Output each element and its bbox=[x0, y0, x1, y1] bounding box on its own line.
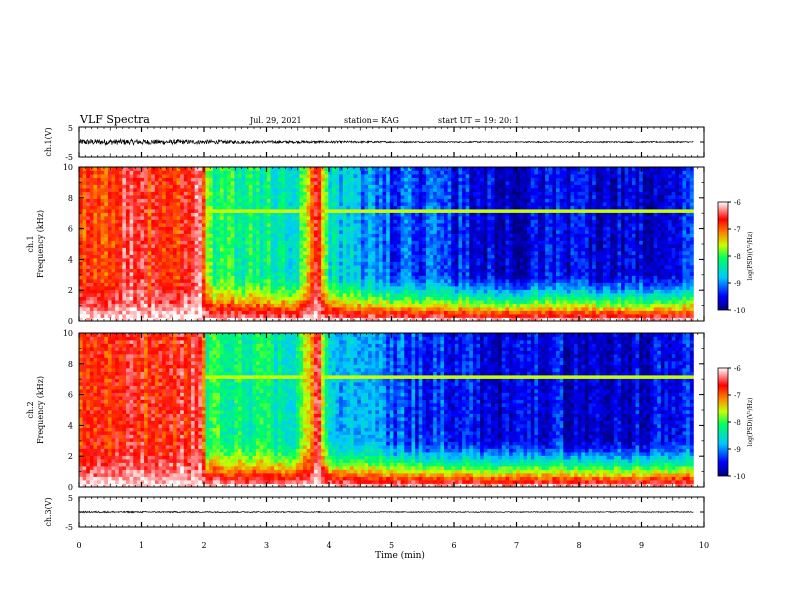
colorbar-tick-2: -8 bbox=[734, 419, 741, 427]
ch2-spectrogram-ytick-5: 10 bbox=[63, 329, 73, 338]
ch1-spectrogram-ytick-3: 6 bbox=[68, 225, 73, 234]
x-tick-0: 0 bbox=[76, 541, 81, 550]
colorbar-tick-4: -10 bbox=[734, 473, 745, 481]
colorbar-tick-1: -7 bbox=[734, 226, 741, 234]
x-tick-4: 4 bbox=[326, 541, 331, 550]
ch1-spectrogram-ytick-1: 2 bbox=[68, 286, 73, 295]
ch3-waveform-trace bbox=[78, 510, 694, 514]
ch1-spectrogram-ylabel: ch.1 bbox=[26, 235, 35, 252]
ch3-waveform-ytick-top: 5 bbox=[68, 494, 73, 503]
colorbar-label: log(PSD)(V²/Hz) bbox=[747, 232, 754, 281]
ch3-waveform-ylabel: ch.3(V) bbox=[44, 497, 53, 526]
colorbar-2: -6 -7 -8 -9 -10 log(PSD)(V²/Hz) bbox=[717, 365, 754, 481]
ch1-waveform-trace bbox=[78, 137, 694, 147]
x-tick-6: 6 bbox=[451, 541, 456, 550]
colorbar-1: -6 -7 -8 -9 -10 log(PSD)(V²/Hz) bbox=[717, 199, 754, 315]
ch1-spectrogram-panel: 0 2 4 6 8 10 ch.1 Frequency (kHz) bbox=[26, 163, 705, 326]
figure-title: VLF Spectra bbox=[79, 113, 150, 126]
colorbar-gradient bbox=[717, 367, 729, 477]
ch2-spectrogram-ylabel: ch.2 bbox=[26, 401, 35, 418]
x-tick-8: 8 bbox=[576, 541, 581, 550]
ch2-spectrogram-cells bbox=[79, 333, 694, 488]
ch2-spectrogram-ytick-4: 8 bbox=[68, 360, 73, 369]
ch1-waveform-ylabel: ch.1(V) bbox=[44, 127, 53, 156]
ch1-spectrogram-cells bbox=[79, 167, 694, 322]
x-tick-7: 7 bbox=[514, 541, 519, 550]
x-tick-10: 10 bbox=[699, 541, 709, 550]
ch1-waveform-ytick-bottom: -5 bbox=[65, 153, 73, 162]
ch1-waveform-ytick-top: 5 bbox=[68, 124, 73, 133]
ch2-spectrogram-ytick-3: 6 bbox=[68, 391, 73, 400]
ch1-waveform-panel: 5 -5 ch.1(V) bbox=[44, 124, 705, 162]
ch2-spectrogram-ytick-0: 0 bbox=[68, 483, 73, 492]
colorbar-tick-2: -8 bbox=[734, 253, 741, 261]
x-tick-3: 3 bbox=[264, 541, 269, 550]
colorbar-tick-3: -9 bbox=[734, 446, 741, 454]
start-time-label: start UT = 19: 20: 1 bbox=[438, 116, 519, 125]
ch3-waveform-panel: 5 -5 ch.3(V) bbox=[44, 494, 705, 532]
colorbar-gradient bbox=[717, 201, 729, 311]
ch3-waveform-ytick-bottom: -5 bbox=[65, 523, 73, 532]
ch2-spectrogram-panel: 0 2 4 6 8 10 ch.2 Frequency (kHz) bbox=[26, 329, 705, 492]
x-axis-label: Time (min) bbox=[375, 550, 425, 561]
ch2-spectrogram-ylabel2: Frequency (kHz) bbox=[36, 376, 45, 444]
ch1-spectrogram-ytick-2: 4 bbox=[68, 255, 73, 264]
x-tick-5: 5 bbox=[389, 541, 394, 550]
x-tick-1: 1 bbox=[139, 541, 144, 550]
station-label: station= KAG bbox=[344, 116, 399, 125]
ch1-spectrogram-ytick-0: 0 bbox=[68, 317, 73, 326]
time-axis: 0 1 2 3 4 5 6 7 8 9 10 bbox=[76, 541, 709, 550]
colorbar-tick-3: -9 bbox=[734, 280, 741, 288]
ch2-spectrogram-ytick-2: 4 bbox=[68, 421, 73, 430]
x-tick-9: 9 bbox=[639, 541, 644, 550]
colorbar-tick-1: -7 bbox=[734, 392, 741, 400]
colorbar-tick-4: -10 bbox=[734, 307, 745, 315]
colorbar-tick-0: -6 bbox=[734, 199, 741, 207]
date-label: Jul. 29, 2021 bbox=[249, 116, 302, 125]
colorbar-tick-0: -6 bbox=[734, 365, 741, 373]
ch1-spectrogram-ylabel2: Frequency (kHz) bbox=[36, 210, 45, 278]
ch1-spectrogram-ytick-4: 8 bbox=[68, 194, 73, 203]
x-tick-2: 2 bbox=[201, 541, 206, 550]
ch1-spectrogram-ytick-5: 10 bbox=[63, 163, 73, 172]
ch2-spectrogram-ytick-1: 2 bbox=[68, 452, 73, 461]
colorbar-label: log(PSD)(V²/Hz) bbox=[747, 398, 754, 447]
